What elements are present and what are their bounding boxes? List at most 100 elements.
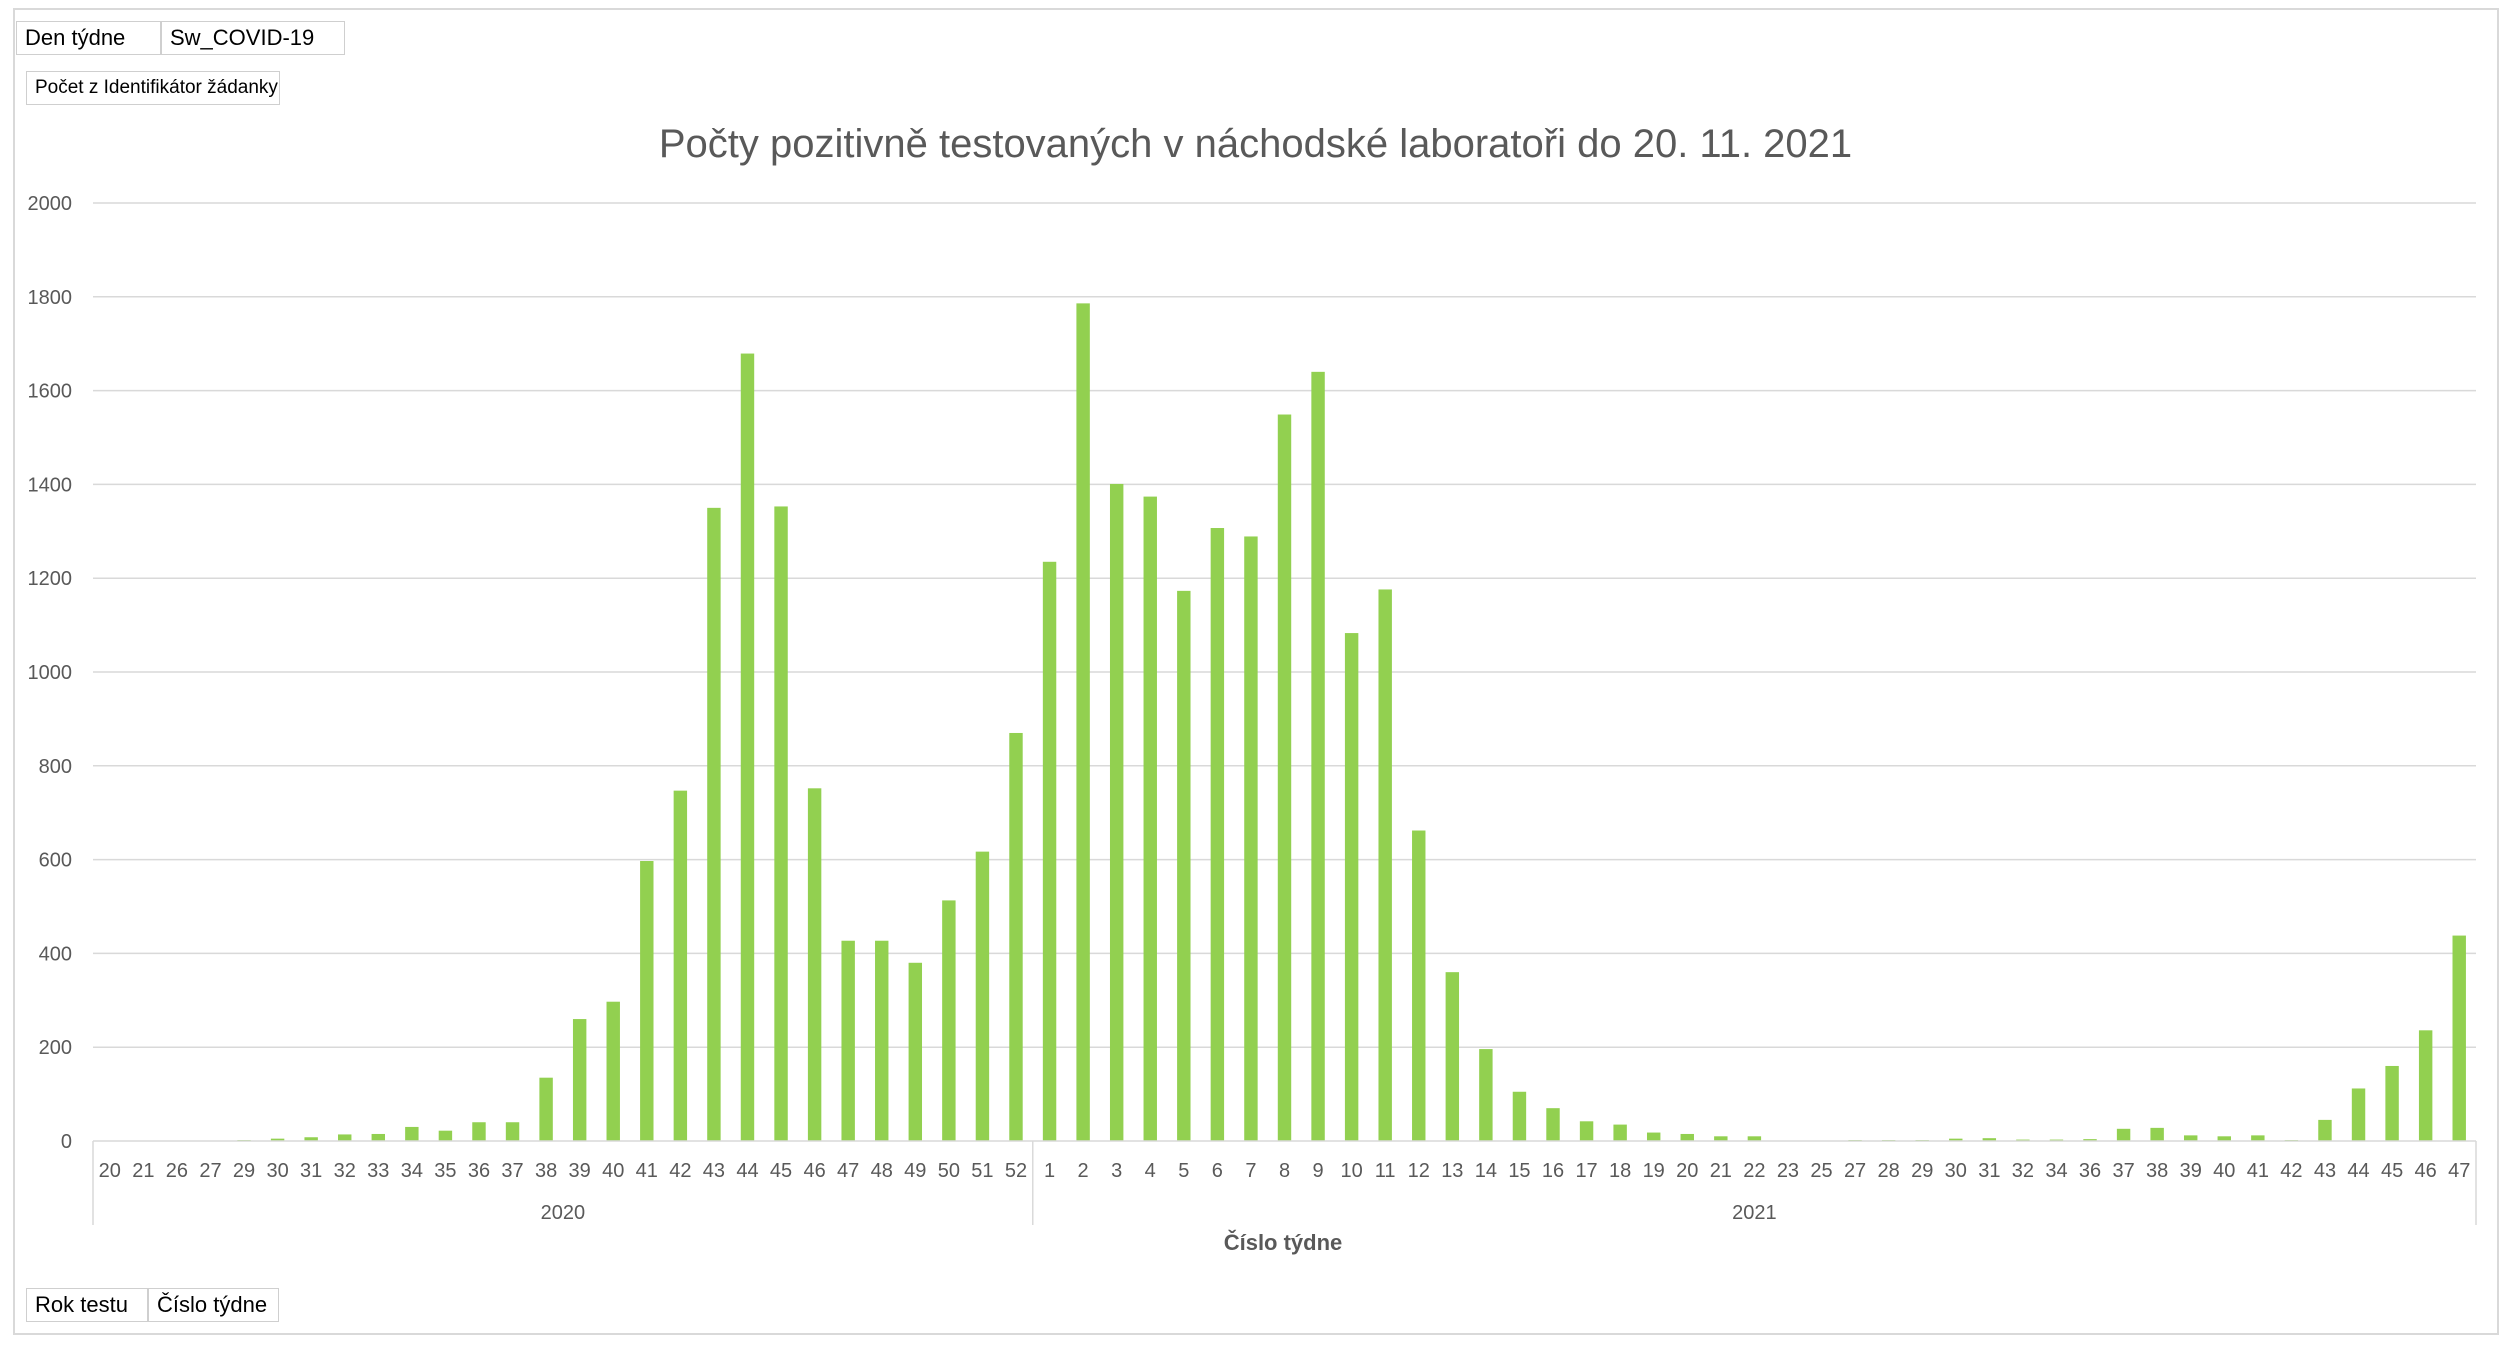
x-tick-label: 31 — [300, 1160, 322, 1182]
bar-2020-week-31[interactable] — [304, 1137, 318, 1141]
bar-2020-week-34[interactable] — [405, 1126, 419, 1141]
bar-2021-week-10[interactable] — [1344, 633, 1359, 1141]
bar-2020-week-39[interactable] — [572, 1019, 587, 1141]
bar-2021-week-13[interactable] — [1445, 972, 1460, 1141]
pivot-row-field-year-button[interactable]: Rok testu — [26, 1288, 148, 1322]
y-tick-label: 1600 — [28, 381, 73, 403]
x-tick-label: 50 — [938, 1160, 960, 1182]
bar-2021-week-43[interactable] — [2318, 1119, 2332, 1141]
x-tick-label: 43 — [2314, 1160, 2336, 1182]
x-tick-label: 11 — [1375, 1160, 1396, 1182]
bar-2020-week-41[interactable] — [640, 861, 654, 1141]
x-group-label: 2020 — [541, 1202, 586, 1224]
bar-2020-week-49[interactable] — [908, 962, 923, 1141]
bar-2020-week-37[interactable] — [505, 1122, 520, 1141]
bar-2021-week-18[interactable] — [1613, 1124, 1627, 1141]
bar-2021-week-36[interactable] — [2083, 1139, 2097, 1141]
bar-2021-week-41[interactable] — [2251, 1135, 2265, 1141]
x-axis-tick-labels: 20 21 26 27 29 30 31 32 33 34 35 36 37 38 39 40 41 42 43 44… — [99, 1160, 2471, 1224]
chart-frame — [13, 8, 2499, 1335]
bar-2021-week-37[interactable] — [2116, 1128, 2131, 1141]
pivot-series-field-button[interactable]: Sw_COVID-19 — [161, 21, 345, 55]
bar-2021-week-17[interactable] — [1579, 1121, 1594, 1141]
bar-2021-week-4[interactable] — [1143, 496, 1157, 1141]
bar-2020-week-43[interactable] — [707, 507, 721, 1142]
x-tick-label: 15 — [1508, 1160, 1530, 1182]
bar-2021-week-31[interactable] — [1982, 1138, 1997, 1141]
pivot-row-field-week-button[interactable]: Číslo týdne — [148, 1288, 279, 1322]
x-tick-label: 44 — [736, 1160, 758, 1182]
x-tick-label: 22 — [1743, 1160, 1765, 1182]
bar-2020-week-45[interactable] — [774, 506, 788, 1141]
bar-2020-week-38[interactable] — [539, 1077, 553, 1141]
bar-2020-week-48[interactable] — [875, 940, 889, 1141]
x-tick-label: 30 — [1945, 1160, 1967, 1182]
bar-2021-week-45[interactable] — [2385, 1065, 2399, 1141]
y-tick-label: 1400 — [28, 474, 73, 496]
bar-2020-week-36[interactable] — [472, 1122, 486, 1141]
bar-2020-week-35[interactable] — [438, 1130, 453, 1141]
y-tick-label: 2000 — [28, 193, 73, 215]
bar-2021-week-39[interactable] — [2183, 1135, 2198, 1141]
x-tick-label: 20 — [1676, 1160, 1698, 1182]
bar-2021-week-15[interactable] — [1512, 1091, 1527, 1141]
bar-2021-week-7[interactable] — [1244, 536, 1258, 1141]
bar-2020-week-47[interactable] — [841, 940, 855, 1141]
x-tick-label: 30 — [266, 1160, 288, 1182]
bar-2021-week-40[interactable] — [2217, 1136, 2231, 1141]
bar-2021-week-38[interactable] — [2150, 1127, 2164, 1141]
x-tick-label: 37 — [501, 1160, 523, 1182]
bar-2021-week-6[interactable] — [1210, 528, 1225, 1141]
x-tick-label: 6 — [1212, 1160, 1223, 1182]
x-tick-label: 7 — [1245, 1160, 1256, 1182]
bar-2021-week-2[interactable] — [1076, 303, 1090, 1142]
bar-2021-week-11[interactable] — [1378, 589, 1392, 1141]
x-axis-title: Číslo týdne — [1223, 1230, 1343, 1255]
y-tick-label: 1000 — [28, 662, 73, 684]
bar-2021-week-21[interactable] — [1714, 1136, 1728, 1141]
bar-2021-week-20[interactable] — [1680, 1133, 1694, 1141]
x-tick-label: 13 — [1441, 1160, 1463, 1182]
bar-2020-week-51[interactable] — [975, 851, 990, 1141]
bar-2021-week-16[interactable] — [1546, 1108, 1560, 1141]
x-tick-label: 41 — [636, 1160, 658, 1182]
x-tick-label: 26 — [166, 1160, 188, 1182]
bar-2021-week-1[interactable] — [1042, 561, 1057, 1141]
bar-2021-week-3[interactable] — [1109, 483, 1124, 1141]
bar-2020-week-40[interactable] — [606, 1001, 620, 1141]
x-tick-label: 20 — [99, 1160, 121, 1182]
bar-2020-week-32[interactable] — [338, 1134, 352, 1141]
bar-2021-week-8[interactable] — [1277, 414, 1292, 1141]
bar-2020-week-33[interactable] — [371, 1133, 386, 1141]
bar-2021-week-5[interactable] — [1177, 590, 1191, 1141]
pivot-filter-field-button[interactable]: Den týdne — [16, 21, 161, 55]
bar-2021-week-14[interactable] — [1479, 1049, 1493, 1141]
x-tick-label: 17 — [1575, 1160, 1597, 1182]
x-tick-label: 45 — [2381, 1160, 2403, 1182]
bar-2020-week-42[interactable] — [673, 790, 688, 1141]
bar-2021-week-46[interactable] — [2418, 1030, 2433, 1141]
bar-2020-week-50[interactable] — [942, 900, 956, 1141]
x-tick-label: 45 — [770, 1160, 792, 1182]
bar-2021-week-30[interactable] — [1949, 1138, 1963, 1141]
bar-2021-week-9[interactable] — [1311, 371, 1325, 1142]
x-tick-label: 3 — [1111, 1160, 1122, 1182]
bar-2020-week-44[interactable] — [740, 353, 755, 1141]
x-tick-label: 16 — [1542, 1160, 1564, 1182]
x-tick-label: 42 — [2280, 1160, 2302, 1182]
pivot-values-field-button[interactable]: Počet z Identifikátor žádanky — [26, 71, 280, 105]
bar-2020-week-46[interactable] — [807, 788, 822, 1141]
bar-2021-week-47[interactable] — [2452, 935, 2466, 1141]
y-tick-label: 1800 — [28, 287, 73, 309]
bar-2021-week-19[interactable] — [1646, 1132, 1661, 1141]
x-tick-label: 40 — [602, 1160, 624, 1182]
y-tick-label: 600 — [39, 850, 72, 872]
x-tick-label: 51 — [971, 1160, 993, 1182]
bar-2020-week-30[interactable] — [270, 1138, 285, 1141]
x-tick-label: 33 — [367, 1160, 389, 1182]
x-tick-label: 29 — [233, 1160, 255, 1182]
bar-2021-week-12[interactable] — [1412, 830, 1426, 1141]
bar-2021-week-22[interactable] — [1747, 1136, 1762, 1141]
bar-2021-week-44[interactable] — [2351, 1088, 2366, 1141]
bar-2020-week-52[interactable] — [1009, 732, 1023, 1141]
